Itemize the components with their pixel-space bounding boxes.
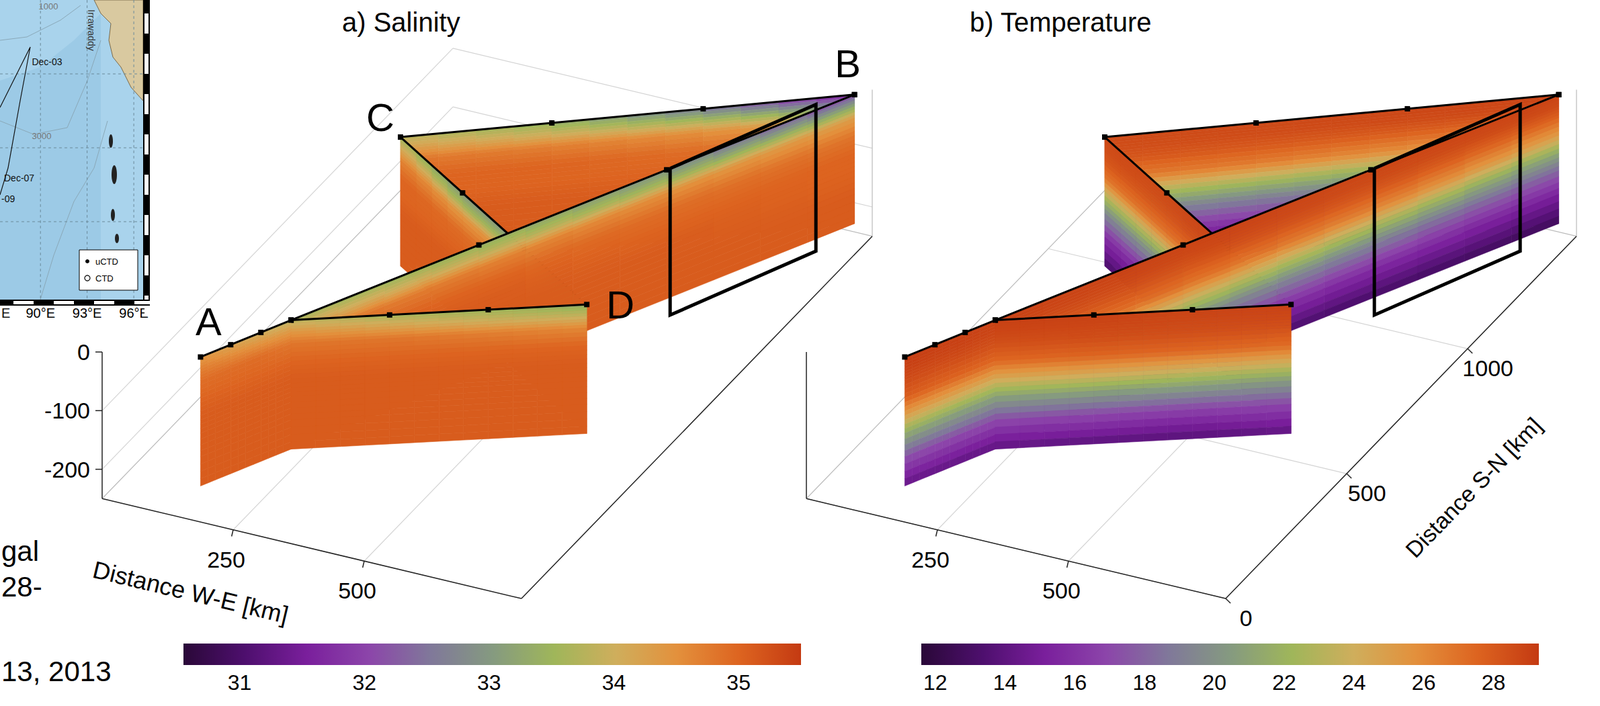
svg-text:uCTD: uCTD [95,256,119,267]
svg-text:B: B [834,41,861,86]
svg-text:-100: -100 [44,397,91,424]
svg-text:96°E: 96°E [118,305,149,321]
svg-text:3000: 3000 [32,131,52,142]
svg-text:28-: 28- [1,571,43,603]
svg-text:D: D [606,282,635,327]
svg-text:E: E [1,305,11,321]
svg-text:gal: gal [1,535,39,568]
svg-text:13, 2013: 13, 2013 [1,655,112,688]
svg-text:1000: 1000 [1462,355,1514,382]
svg-text:500: 500 [1042,577,1081,604]
svg-text:93°E: 93°E [72,305,103,321]
svg-text:500: 500 [338,577,377,604]
svg-text:a) Salinity: a) Salinity [342,7,461,37]
svg-text:1000: 1000 [38,1,59,12]
svg-text:b) Temperature: b) Temperature [969,7,1152,37]
svg-text:24: 24 [1341,670,1367,695]
svg-text:Dec-07: Dec-07 [4,172,35,184]
svg-text:90°E: 90°E [25,305,56,321]
svg-text:28: 28 [1481,670,1506,695]
svg-text:A: A [195,299,222,344]
svg-text:12: 12 [923,670,948,695]
svg-text:33: 33 [477,670,502,695]
svg-text:31: 31 [227,670,252,695]
svg-text:250: 250 [206,546,246,573]
svg-text:500: 500 [1348,480,1387,507]
svg-text:Distance W-E [km]: Distance W-E [km] [90,555,291,629]
svg-text:CTD: CTD [95,273,114,284]
svg-text:20: 20 [1202,670,1227,695]
svg-text:14: 14 [993,670,1018,695]
svg-text:35: 35 [726,670,751,695]
svg-text:34: 34 [602,670,627,695]
svg-text:0: 0 [1239,605,1253,631]
svg-text:22: 22 [1272,670,1297,695]
svg-text:0: 0 [77,339,91,365]
svg-text:16: 16 [1063,670,1088,695]
svg-text:Dec-03: Dec-03 [31,56,62,68]
svg-text:250: 250 [911,546,950,573]
svg-text:Irrawaddy: Irrawaddy [86,9,97,51]
svg-text:-200: -200 [44,456,91,483]
svg-text:18: 18 [1132,670,1157,695]
svg-text:32: 32 [352,670,377,695]
svg-text:Distance S-N [km]: Distance S-N [km] [1400,412,1547,563]
svg-text:-09: -09 [1,193,15,205]
svg-text:26: 26 [1411,670,1437,695]
svg-text:C: C [366,95,395,140]
